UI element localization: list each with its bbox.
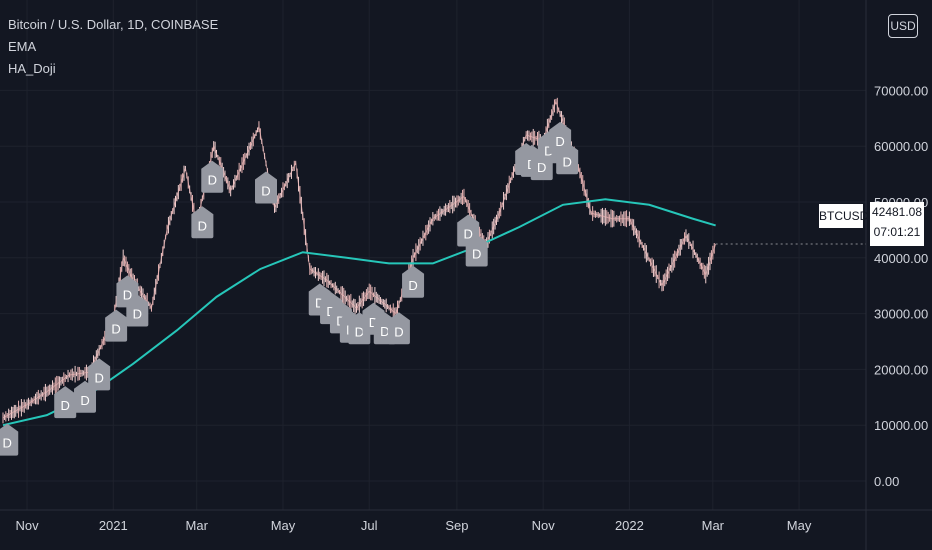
bar-countdown: 07:01:21 [873, 225, 921, 239]
x-tick-label: Mar [186, 518, 209, 533]
symbol-title[interactable]: Bitcoin / U.S. Dollar, 1D, COINBASE [8, 17, 219, 32]
doji-marker-label: D [133, 307, 142, 322]
doji-marker-label: D [123, 287, 132, 302]
doji-marker [88, 358, 111, 391]
y-tick-label: 60000.00 [874, 139, 928, 154]
doji-marker-label: D [394, 324, 403, 339]
doji-marker-label: D [3, 436, 12, 451]
doji-marker-label: D [555, 134, 564, 149]
doji-marker [465, 234, 488, 267]
doji-marker-label: D [80, 393, 89, 408]
x-tick-label: May [271, 518, 296, 533]
doji-marker [556, 142, 579, 175]
chart-legend: Bitcoin / U.S. Dollar, 1D, COINBASE EMA … [8, 14, 218, 80]
doji-marker-label: D [562, 154, 571, 169]
x-tick-label: Nov [15, 518, 39, 533]
ema-line [2, 198, 716, 427]
doji-marker-label: D [261, 183, 270, 198]
doji-marker [255, 171, 278, 204]
x-tick-label: Mar [702, 518, 725, 533]
price-line [2, 99, 717, 419]
doji-marker [126, 294, 149, 327]
doji-marker-label: D [61, 398, 70, 413]
doji-marker-label: D [369, 315, 378, 330]
doji-marker [105, 309, 128, 342]
x-tick-label: Nov [532, 518, 556, 533]
doji-marker-label: D [537, 160, 546, 175]
y-tick-label: 10000.00 [874, 418, 928, 433]
doji-marker-label: D [472, 247, 481, 262]
doji-marker-label: D [198, 218, 207, 233]
doji-marker [0, 423, 19, 456]
x-tick-label: Sep [445, 518, 468, 533]
x-tick-label: 2021 [99, 518, 128, 533]
x-tick-label: 2022 [615, 518, 644, 533]
y-tick-label: 40000.00 [874, 251, 928, 266]
y-tick-label: 30000.00 [874, 307, 928, 322]
ema-indicator-label[interactable]: EMA [8, 39, 37, 54]
doji-marker [387, 312, 410, 345]
y-tick-label: 20000.00 [874, 362, 928, 377]
currency-button[interactable]: USD [888, 14, 918, 38]
x-tick-label: May [787, 518, 812, 533]
doji-marker-label: D [315, 295, 324, 310]
x-tick-label: Jul [361, 518, 378, 533]
doji-marker [402, 265, 425, 298]
doji-marker [54, 386, 77, 419]
doji-marker-label: D [111, 322, 120, 337]
ha-doji-indicator-label[interactable]: HA_Doji [8, 61, 56, 76]
last-price-value: 42481.08 [871, 205, 923, 219]
doji-marker [191, 206, 214, 239]
doji-marker-label: D [544, 143, 553, 158]
y-tick-label: 70000.00 [874, 83, 928, 98]
doji-marker-label: D [208, 173, 217, 188]
doji-marker-label: D [464, 226, 473, 241]
ticker-label: BTCUSD [818, 203, 868, 229]
last-price-label: 42481.08 07:01:21 [870, 202, 924, 246]
y-tick-label: 0.00 [874, 474, 899, 489]
doji-marker [201, 160, 224, 193]
doji-marker-label: D [94, 370, 103, 385]
doji-marker-label: D [408, 278, 417, 293]
doji-marker-label: D [380, 324, 389, 339]
doji-marker-label: D [355, 324, 364, 339]
